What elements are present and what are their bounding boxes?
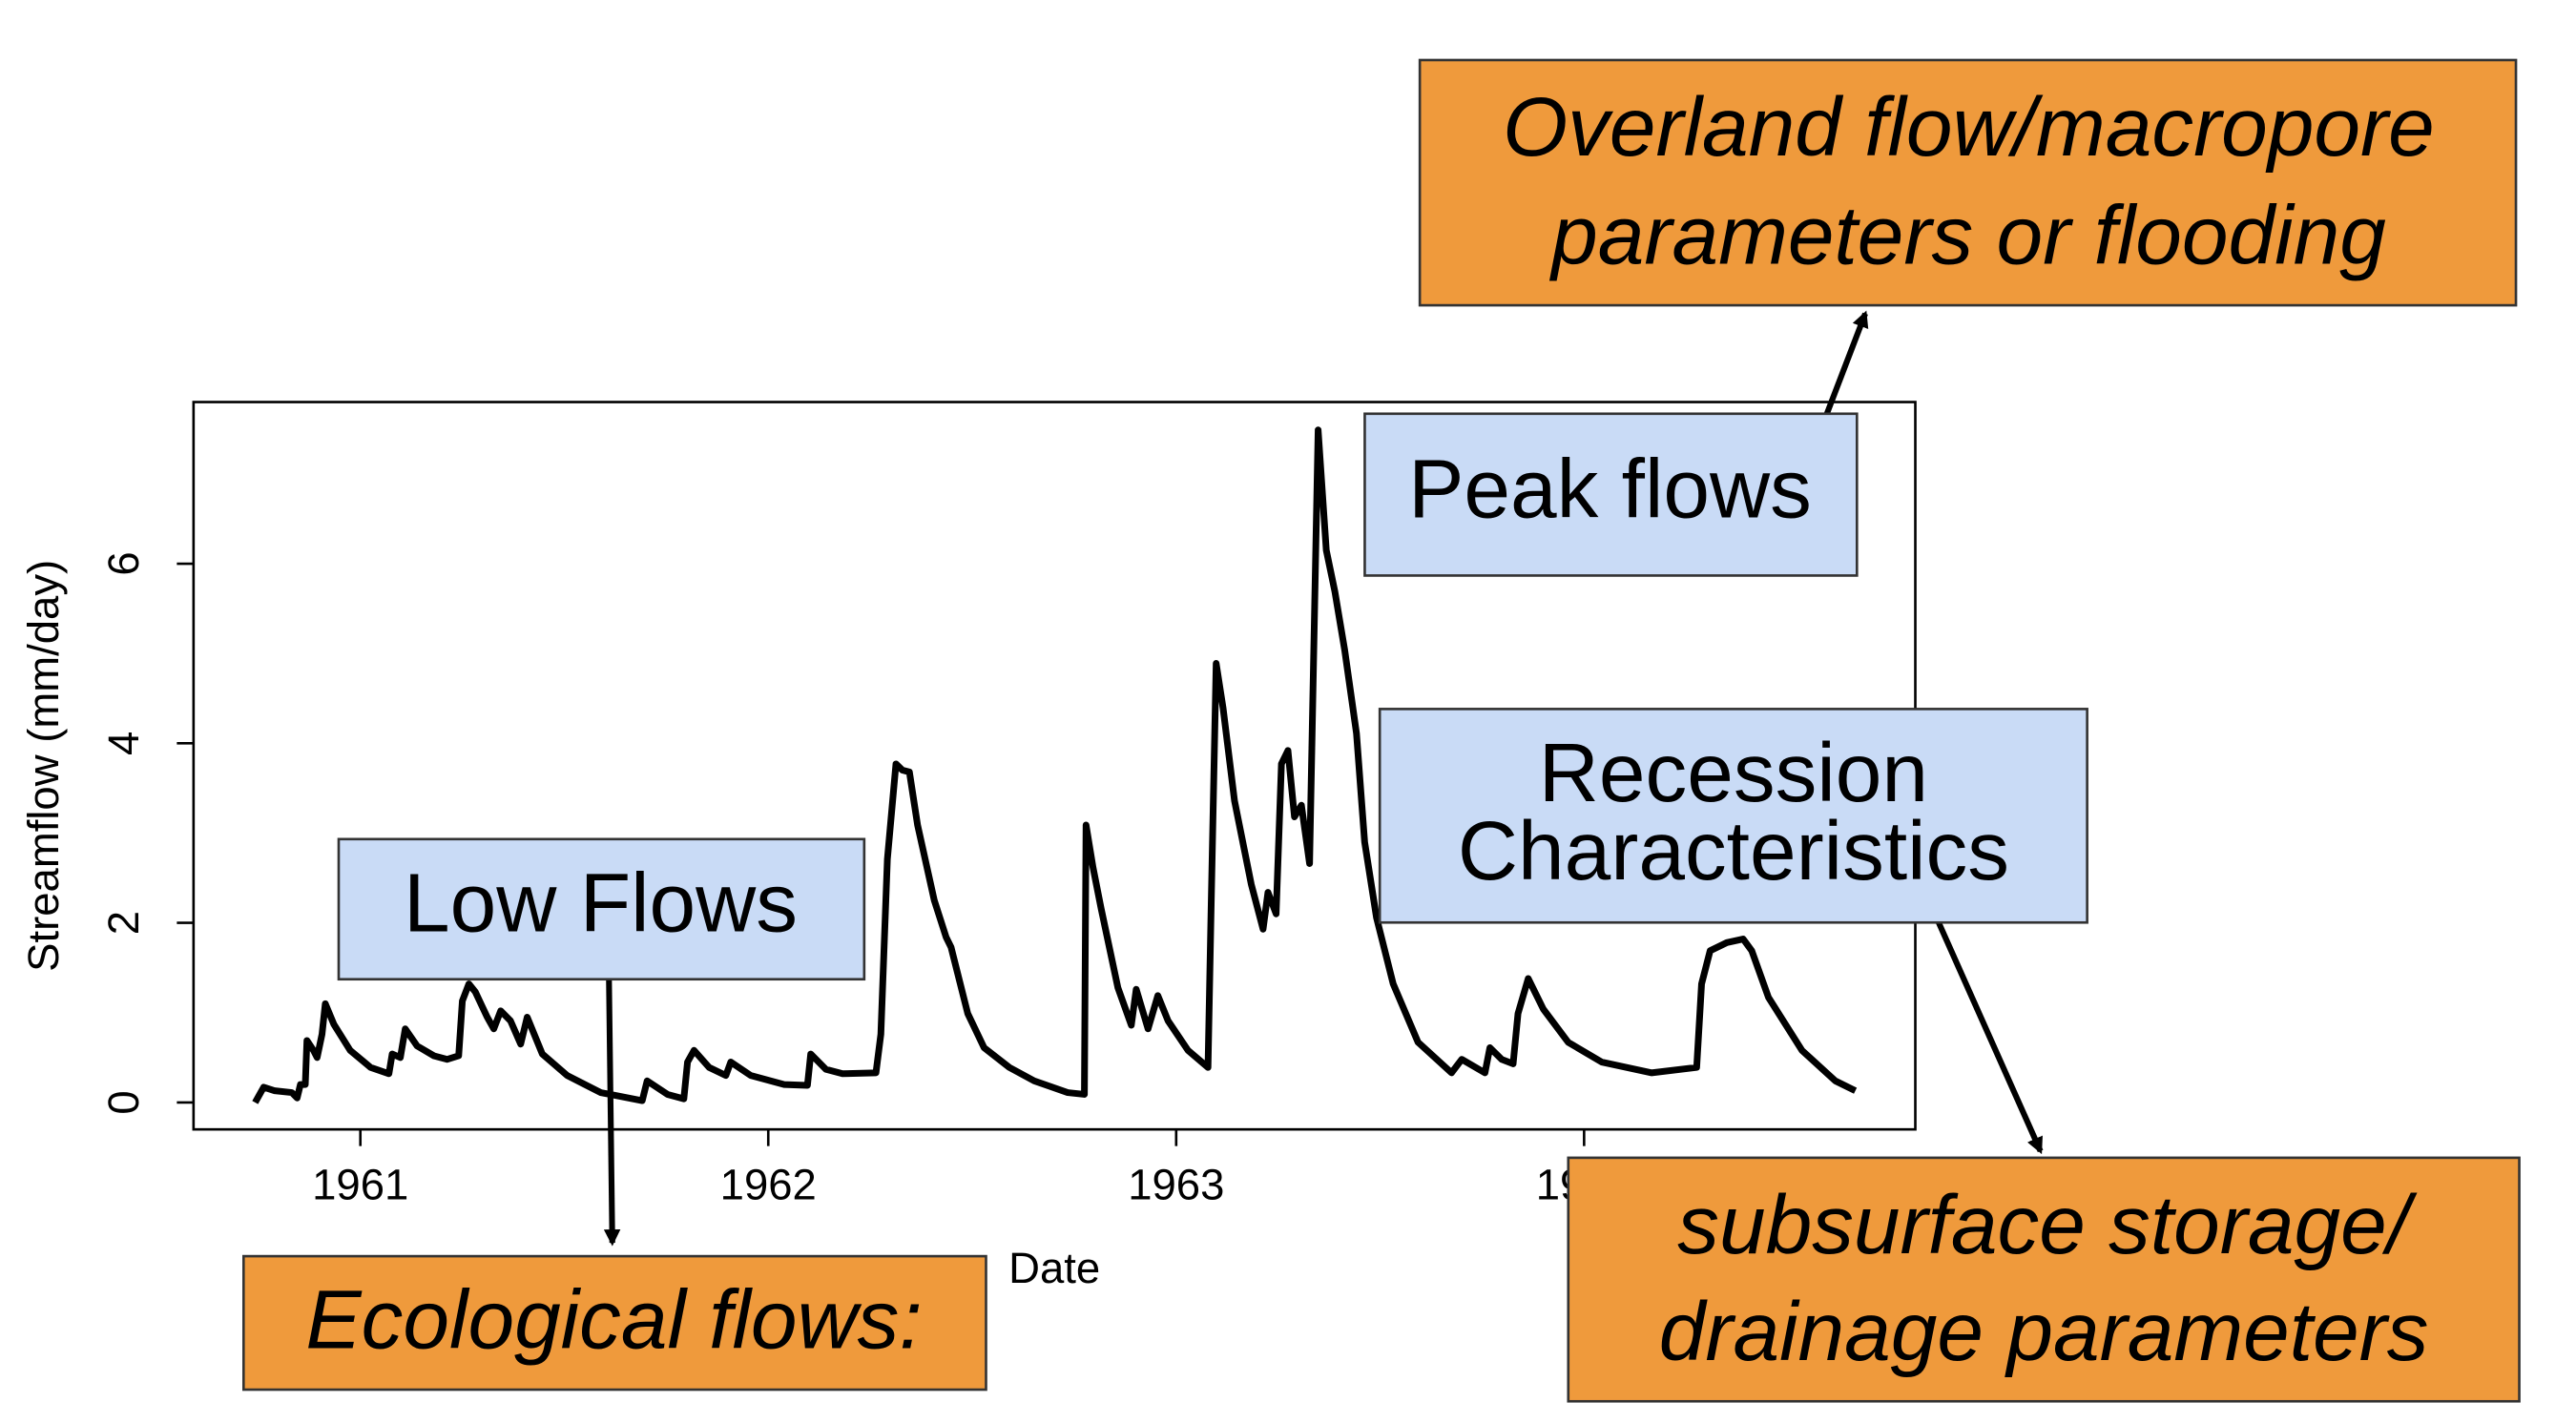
annotation-text: subsurface storage/ [1677, 1178, 2418, 1271]
annotation-text: Ecological flows: [305, 1273, 922, 1367]
annotation-text: Characteristics [1458, 804, 2009, 897]
x-tick-label: 1963 [1128, 1160, 1224, 1208]
annotation-text: Overland flow/macropore [1503, 80, 2435, 174]
annotation-arrow [603, 979, 621, 1247]
x-tick-label: 1961 [312, 1160, 408, 1208]
y-tick-label: 0 [99, 1090, 148, 1114]
annotation-arrow [1936, 921, 2044, 1155]
annotation-text: parameters or flooding [1548, 189, 2386, 282]
annotation-text: drainage parameters [1659, 1285, 2429, 1378]
streamflow-line [252, 426, 1858, 1104]
y-tick-label: 4 [99, 732, 148, 755]
annotation-box [1567, 1156, 2521, 1403]
y-tick-label: 2 [99, 911, 148, 935]
x-axis-title: Date [1008, 1244, 1100, 1292]
annotation-arrow [1823, 310, 1869, 415]
annotation-box [1378, 708, 2088, 924]
annotation-box [241, 1254, 987, 1392]
annotation-box [1418, 58, 2518, 307]
annotation-box [1363, 412, 1859, 577]
annotation-text: Peak flows [1408, 443, 1812, 536]
y-axis-title: Streamflow (mm/day) [19, 560, 68, 972]
annotation-box [337, 837, 866, 981]
annotation-text: Low Flows [404, 856, 798, 949]
annotation-text: Recession [1539, 726, 1928, 819]
y-tick-label: 6 [99, 551, 148, 575]
x-tick-label: 1962 [720, 1160, 817, 1208]
